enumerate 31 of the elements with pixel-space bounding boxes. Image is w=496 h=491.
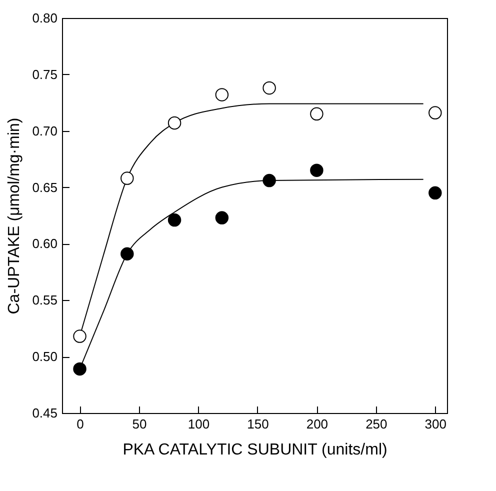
x-tick-label: 300 xyxy=(424,416,447,432)
point xyxy=(73,330,86,343)
x-tick-label: 100 xyxy=(188,416,210,432)
y-tick-label: 0.45 xyxy=(32,406,58,420)
y-tick-label: 0.65 xyxy=(32,180,58,195)
x-tick-label: 50 xyxy=(132,416,147,432)
y-tick-label: 0.75 xyxy=(32,66,58,82)
point xyxy=(120,247,134,260)
x-axis-title: PKA CATALYTIC SUBUNIT (units/ml) xyxy=(122,442,388,458)
y-tick-label: 0.55 xyxy=(32,292,58,308)
point xyxy=(168,213,182,227)
point xyxy=(310,107,324,121)
point xyxy=(310,164,324,177)
point xyxy=(262,81,276,95)
y-tick-label: 0.50 xyxy=(32,349,58,364)
point xyxy=(73,362,86,376)
x-tick-label: 200 xyxy=(306,416,328,432)
point xyxy=(120,172,134,185)
point xyxy=(262,174,276,188)
y-tick-label: 0.80 xyxy=(32,10,58,26)
y-tick-label: 0.70 xyxy=(32,123,58,138)
point xyxy=(428,106,442,120)
y-axis-title: Ca-UPTAKE (μmol/mg·min) xyxy=(6,118,24,314)
point xyxy=(168,116,182,130)
x-tick-label: 150 xyxy=(247,416,269,432)
x-tick-label: 0 xyxy=(76,416,84,432)
point xyxy=(215,88,229,102)
y-tick-label: 0.60 xyxy=(32,236,58,252)
point xyxy=(428,186,442,200)
point xyxy=(215,211,229,224)
x-tick-label: 250 xyxy=(366,416,388,432)
